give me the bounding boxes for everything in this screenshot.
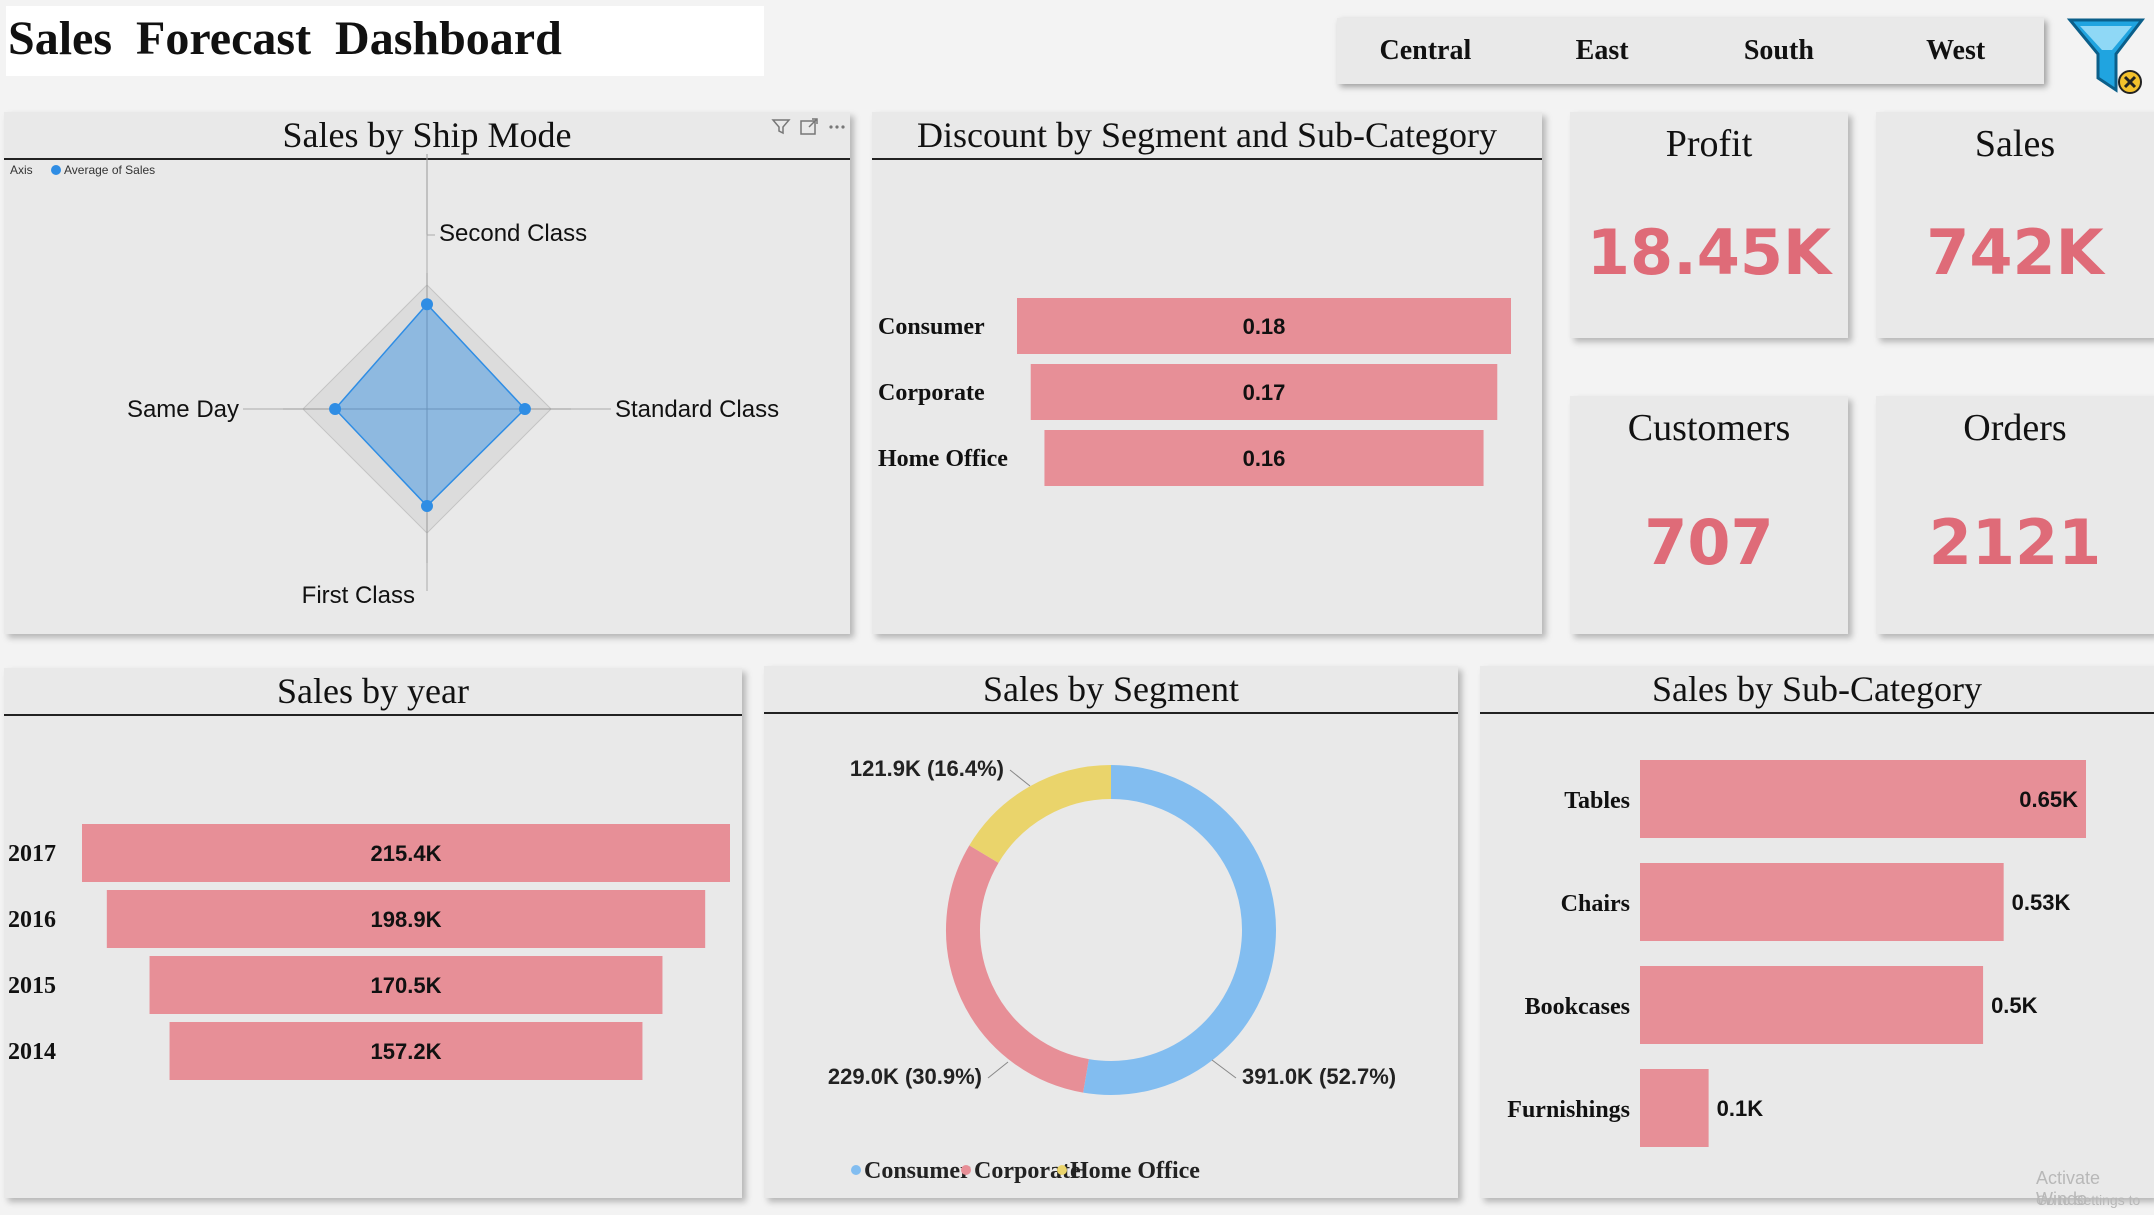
donut-data-label: 121.9K (16.4%) [850, 756, 1004, 781]
donut-slice-home-office [969, 765, 1112, 864]
panel-discount-segment: Discount by Segment and Sub-Category 0.1… [872, 112, 1542, 634]
visual-header-icons [770, 116, 848, 138]
year-data-label: 170.5K [371, 973, 442, 998]
radar-legend-series: Average of Sales [64, 163, 155, 177]
radar-series-area [334, 303, 526, 508]
activation-watermark-line1: Activate Windo [2036, 1168, 2101, 1209]
year-category-label: 2017 [8, 841, 56, 867]
donut-legend-label: Consumer [864, 1158, 971, 1184]
slicer-item-west[interactable]: West [1926, 35, 1986, 66]
discount-data-label: 0.17 [1243, 380, 1286, 405]
year-bar-2015 [149, 956, 663, 1014]
discount-segment-title: Discount by Segment and Sub-Category [872, 112, 1542, 160]
radar-point-standard-class [518, 403, 531, 415]
donut-slice-consumer [1083, 765, 1276, 1095]
clear-filter-icon[interactable] [2066, 16, 2150, 100]
subcat-category-label: Bookcases [1525, 994, 1630, 1020]
page-title: Sales Forecast Dashboard [6, 6, 764, 76]
discount-bar-chart: 0.18 Consumer 0.17 Corporate 0.16 Home Office [878, 298, 1511, 486]
donut-data-label: 229.0K (30.9%) [828, 1064, 982, 1089]
sales-subcategory-title: Sales by Sub-Category [1480, 666, 2154, 714]
radar-label-second-class: Second Class [439, 220, 587, 247]
subcat-bar-tables [1640, 760, 2086, 838]
year-category-label: 2014 [8, 1039, 56, 1065]
donut-legend-marker [1057, 1165, 1067, 1175]
kpi-card-customers: Customers 707 [1570, 396, 1848, 634]
kpi-card-profit: Profit 18.45K [1570, 112, 1848, 338]
subcat-data-label: 0.53K [2012, 890, 2071, 915]
slicer-item-east[interactable]: East [1575, 35, 1629, 66]
panel-sales-year: Sales by year 215.4K 2017 198.9K 2016 170.5K… [4, 668, 742, 1198]
subcat-bar-furnishings [1640, 1069, 1709, 1147]
panel-ship-mode: Sales by Ship Mode Axis Average of Sales… [4, 112, 850, 634]
donut-leader-line [987, 1061, 1009, 1079]
year-category-label: 2016 [8, 907, 56, 933]
year-bar-2017 [82, 824, 730, 882]
radar-label-same-day: Same Day [127, 396, 239, 423]
kpi-orders-label: Orders [1963, 407, 2067, 449]
donut-legend-marker [961, 1165, 971, 1175]
discount-data-label: 0.16 [1243, 446, 1286, 471]
discount-data-label: 0.18 [1243, 314, 1286, 339]
year-data-label: 215.4K [371, 841, 442, 866]
discount-bar-home-office [1044, 430, 1484, 486]
discount-bar-corporate [1030, 364, 1498, 420]
panel-sales-segment: Sales by Segment 391.0K (52.7%) 229.0K (3… [764, 666, 1458, 1198]
subcat-category-label: Furnishings [1507, 1097, 1630, 1123]
kpi-sales-value: 742K [1926, 216, 2104, 289]
donut-legend-label: Home Office [1070, 1158, 1200, 1184]
sales-year-bar-chart: 215.4K 2017 198.9K 2016 170.5K 2015 157.2K 2014 [8, 824, 730, 1080]
radar-label-standard-class: Standard Class [615, 396, 779, 423]
slicer-item-central[interactable]: Central [1379, 35, 1472, 66]
donut-leader-line [1211, 1059, 1237, 1079]
kpi-card-orders: Orders 2121 [1876, 396, 2154, 634]
kpi-orders-value: 2121 [1928, 506, 2102, 579]
sales-subcategory-bar-chart: 0.65K Tables 0.53K Chairs 0.5K Bookcases 0.1K F… [1507, 760, 2086, 1147]
activation-watermark-line2: Go to Settings to [2036, 1192, 2141, 1208]
kpi-card-sales: Sales 742K [1876, 112, 2154, 338]
donut-legend-marker [851, 1165, 861, 1175]
subcat-data-label: 0.1K [1717, 1096, 1764, 1121]
radar-label-first-class: First Class [302, 582, 415, 609]
radar-leader [426, 234, 435, 273]
year-category-label: 2015 [8, 973, 56, 999]
sales-segment-title: Sales by Segment [764, 666, 1458, 714]
kpi-profit-value: 18.45K [1586, 216, 1832, 289]
year-data-label: 198.9K [371, 907, 442, 932]
slicer-item-south[interactable]: South [1743, 35, 1814, 66]
discount-category-label: Corporate [878, 380, 985, 406]
panel-sales-subcategory: Sales by Sub-Category 0.65K Tables 0.53K Ch… [1480, 666, 2154, 1198]
year-bar-2016 [106, 890, 706, 948]
subcat-data-label: 0.65K [2019, 787, 2078, 812]
kpi-profit-label: Profit [1665, 123, 1753, 165]
subcat-category-label: Tables [1564, 788, 1630, 814]
radar-legend-marker [51, 165, 61, 175]
donut-slice-corporate [946, 845, 1090, 1093]
kpi-customers-label: Customers [1627, 407, 1791, 449]
focus-mode-icon[interactable] [798, 116, 820, 138]
discount-category-label: Consumer [878, 314, 985, 340]
subcat-bar-chairs [1640, 863, 2004, 941]
more-options-icon[interactable] [826, 116, 848, 138]
radar-point-same-day [329, 403, 342, 415]
ship-mode-radar-chart: Axis Average of Sales Second Class Standa… [10, 154, 779, 609]
radar-legend-axis: Axis [10, 163, 33, 177]
sales-segment-donut-chart: 391.0K (52.7%) 229.0K (30.9%) 121.9K (16.4… [828, 756, 1396, 1184]
filter-icon[interactable] [770, 116, 792, 138]
radar-point-first-class [421, 500, 433, 513]
region-slicer: Central East South West [1337, 18, 2044, 84]
subcat-bar-bookcases [1640, 966, 1984, 1044]
kpi-sales-label: Sales [1974, 123, 2056, 165]
kpi-customers-value: 707 [1644, 506, 1774, 579]
subcat-data-label: 0.5K [1991, 993, 2038, 1018]
subcat-category-label: Chairs [1561, 891, 1630, 917]
donut-data-label: 391.0K (52.7%) [1242, 1064, 1396, 1089]
discount-category-label: Home Office [878, 446, 1008, 472]
radar-point-second-class [421, 298, 433, 311]
donut-leader-line [1009, 769, 1031, 787]
year-bar-2014 [169, 1022, 643, 1080]
discount-bar-consumer [1017, 298, 1511, 354]
year-data-label: 157.2K [371, 1039, 442, 1064]
sales-year-title: Sales by year [4, 668, 742, 716]
